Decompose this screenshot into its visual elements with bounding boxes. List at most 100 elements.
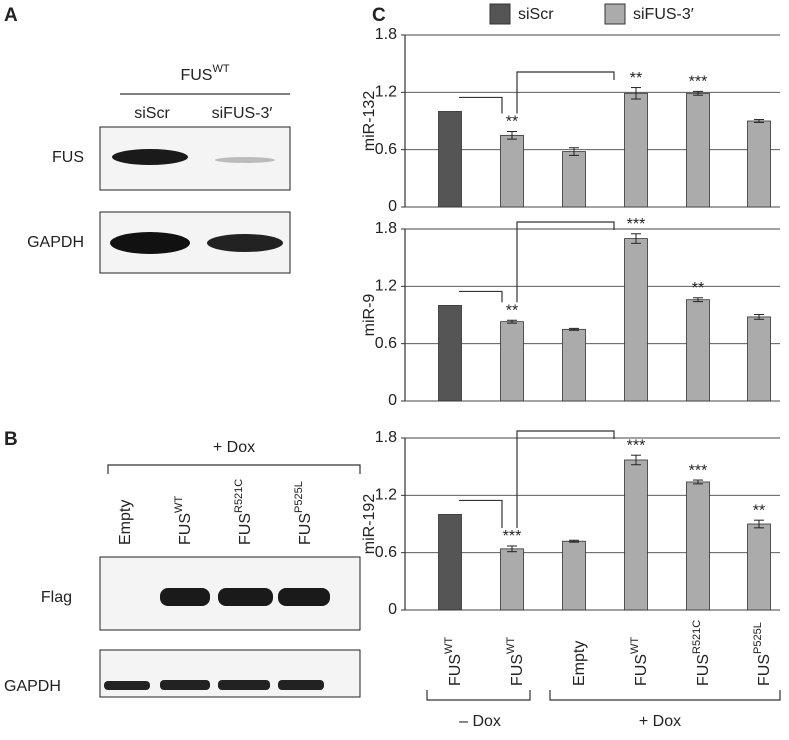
band: [278, 680, 324, 690]
bar: [438, 514, 462, 611]
y-tick-label: 0: [388, 392, 397, 409]
y-tick-label: 1.8: [375, 220, 397, 237]
y-tick-label: 1.2: [375, 84, 397, 101]
significance: ***: [627, 216, 646, 233]
legend-swatch: [489, 3, 511, 25]
group-label: + Dox: [639, 713, 681, 730]
significance: **: [753, 502, 765, 519]
label-sup: WT: [173, 496, 185, 513]
bar: [686, 299, 710, 402]
bar: [624, 238, 648, 402]
bracket: [426, 690, 531, 701]
y-tick-label: 1.8: [375, 429, 397, 446]
significance: ***: [689, 462, 708, 479]
bar: [686, 92, 710, 208]
band: [278, 588, 330, 606]
y-tick-label: 0.6: [375, 335, 397, 352]
x-tick-label: FUSWT: [505, 637, 526, 686]
bar: [500, 321, 524, 402]
band: [104, 681, 150, 690]
row-label: GAPDH: [27, 234, 84, 251]
label-sup: P525L: [293, 481, 305, 513]
comparison: [516, 221, 615, 303]
x-tick-label: Empty: [571, 641, 588, 686]
y-tick-label: 0: [388, 601, 397, 618]
significance: ***: [627, 437, 646, 454]
row-label: Flag: [41, 589, 72, 606]
legend-swatch: [604, 3, 626, 25]
title-sup: WT: [212, 63, 229, 75]
legend-label: siFUS-3′: [633, 6, 694, 23]
lane-label: FUSP525L: [293, 481, 314, 545]
band: [112, 149, 188, 165]
significance: ***: [503, 528, 522, 545]
bar: [747, 120, 771, 208]
comparison: [516, 71, 615, 114]
significance: **: [506, 114, 518, 131]
bar: [562, 540, 586, 611]
label-sup: P525L: [752, 622, 764, 654]
label-sup: R521C: [233, 479, 245, 513]
label-base: FUS: [177, 513, 194, 545]
band: [218, 588, 273, 606]
band: [218, 680, 270, 690]
row-label: GAPDH: [4, 678, 61, 695]
bar: [438, 305, 462, 402]
x-tick-label: FUSP525L: [752, 622, 773, 686]
panel-label: B: [4, 429, 18, 450]
label-base: Empty: [117, 500, 134, 545]
band: [160, 680, 210, 690]
label-base: FUS: [756, 654, 773, 686]
lane-label: FUSR521C: [233, 479, 254, 545]
label-base: FUS: [633, 654, 650, 686]
bar: [747, 523, 771, 611]
condition-label: + Dox: [213, 439, 255, 456]
y-tick-label: 0.6: [375, 141, 397, 158]
label-base: Empty: [571, 641, 588, 686]
y-tick-label: 0.6: [375, 544, 397, 561]
bar: [686, 481, 710, 611]
bar: [500, 548, 524, 611]
panel-label: C: [372, 5, 386, 26]
bar: [624, 92, 648, 208]
significance: **: [630, 70, 642, 87]
band: [110, 232, 190, 254]
significance: **: [692, 280, 704, 297]
label-base: FUS: [509, 654, 526, 686]
y-axis-label: miR-9: [361, 294, 378, 337]
comparison: [459, 290, 503, 303]
label-base: FUS: [695, 654, 712, 686]
band: [160, 588, 210, 606]
x-tick-label: FUSR521C: [691, 620, 712, 686]
lane-label: FUSWT: [173, 496, 194, 545]
comparison: [459, 499, 503, 528]
label-sup: WT: [443, 637, 455, 654]
group-label: – Dox: [459, 713, 501, 730]
lane-label: Empty: [117, 500, 134, 545]
bracket: [549, 690, 781, 701]
bar: [624, 459, 648, 611]
comparison: [516, 430, 615, 528]
y-tick-label: 1.2: [375, 278, 397, 295]
bar: [438, 111, 462, 208]
row-label: FUS: [52, 149, 84, 166]
blot-title: FUSWT: [180, 63, 229, 84]
significance: **: [506, 302, 518, 319]
bracket: [107, 464, 361, 474]
bar: [500, 134, 524, 208]
label-base: FUS: [447, 654, 464, 686]
y-axis-label: miR-192: [361, 494, 378, 555]
label-sup: R521C: [691, 620, 703, 654]
label-base: FUS: [237, 513, 254, 545]
bar: [747, 316, 771, 402]
band: [207, 234, 283, 252]
band: [215, 157, 275, 163]
bar: [562, 151, 586, 208]
label-sup: WT: [629, 637, 641, 654]
title-base: FUS: [180, 67, 212, 84]
y-tick-label: 1.2: [375, 487, 397, 504]
x-tick-label: FUSWT: [443, 637, 464, 686]
panel-label: A: [4, 5, 18, 26]
lane-label: siFUS-3′: [212, 105, 273, 122]
